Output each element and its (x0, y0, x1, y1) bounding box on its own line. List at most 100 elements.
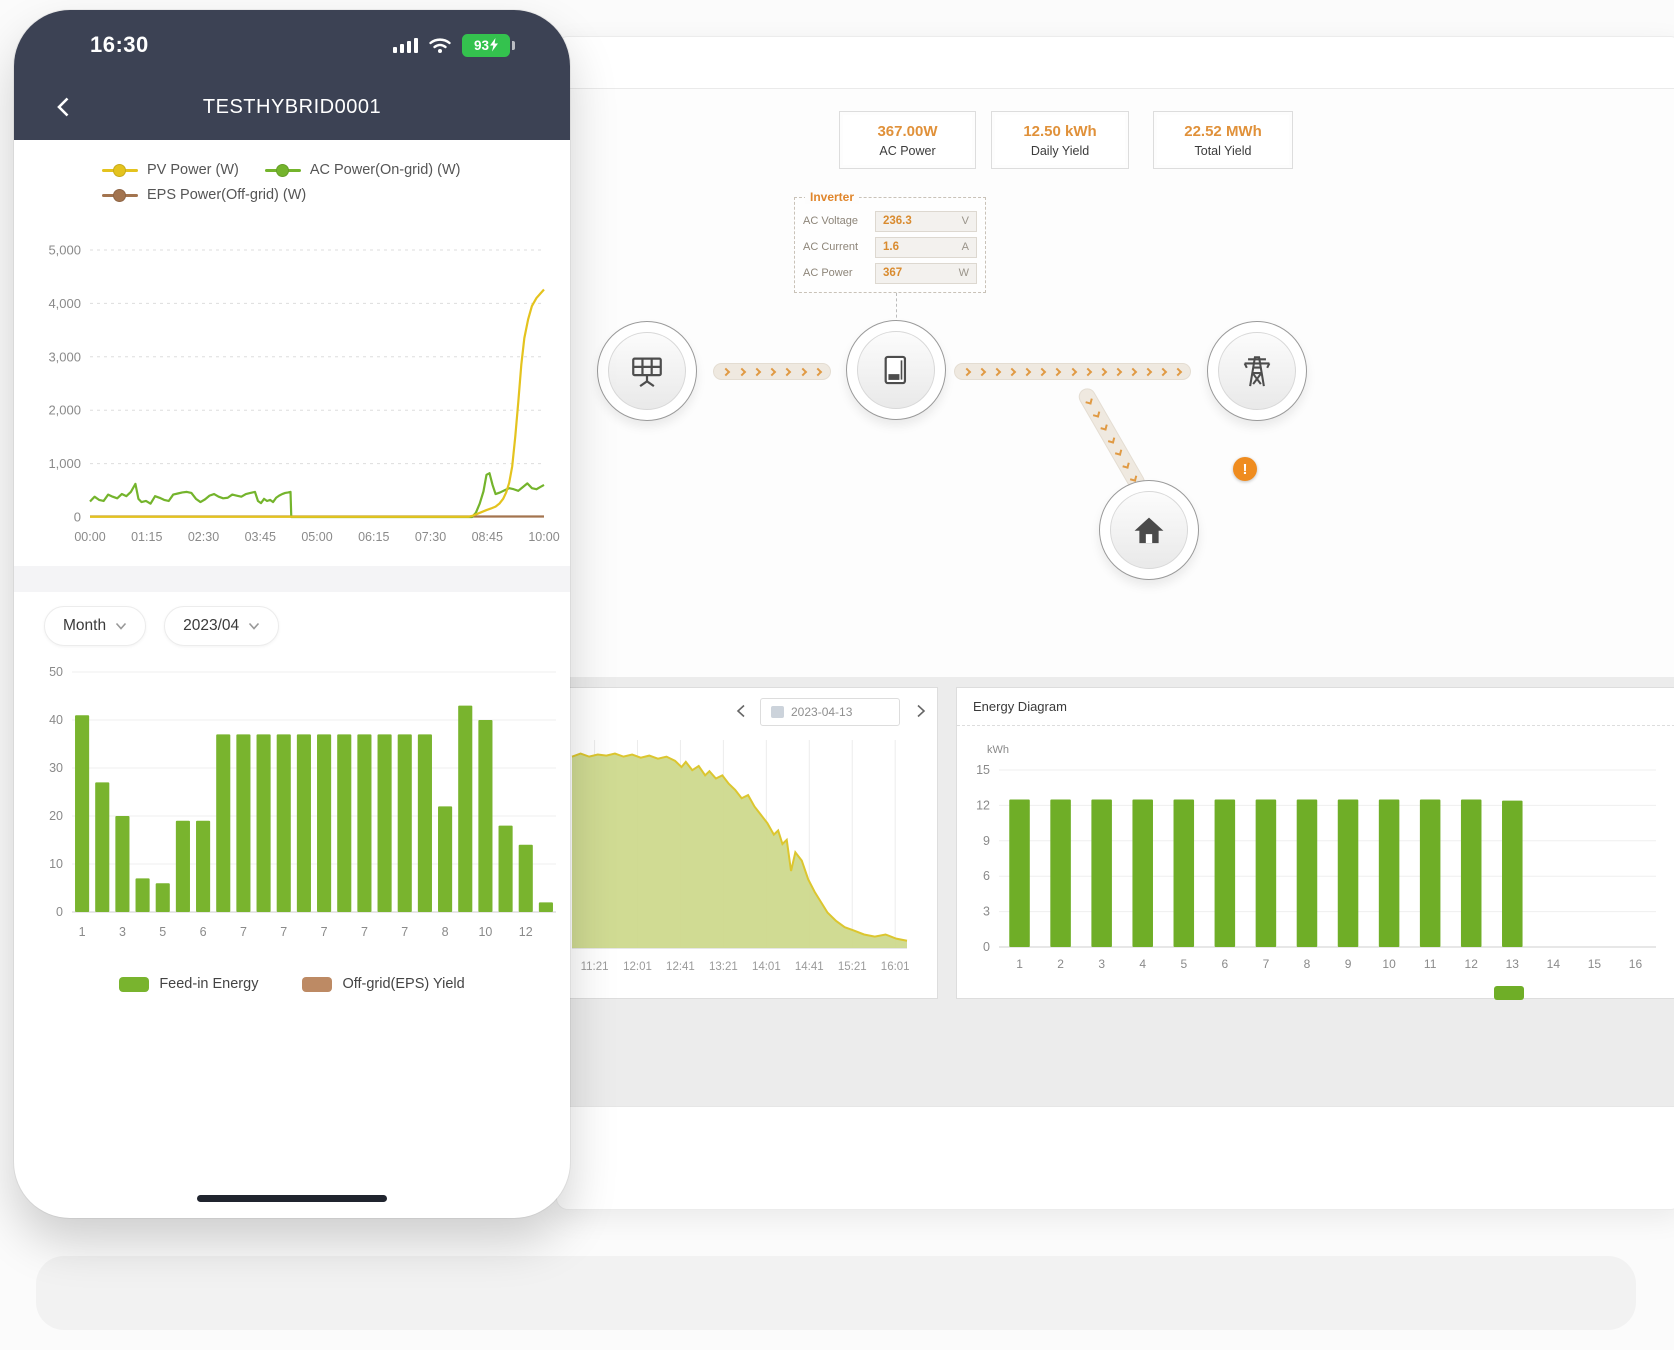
inverter-row-ac-voltage: AC Voltage 236.3 V (803, 208, 977, 234)
stat-daily-yield-value: 12.50 kWh (1023, 122, 1097, 140)
stat-total-yield: 22.52 MWh Total Yield (1153, 111, 1293, 169)
ac-power-unit: W (958, 267, 969, 279)
legend-item-eps-power[interactable]: EPS Power(Off-grid) (W) (102, 187, 306, 203)
svg-text:10:00: 10:00 (528, 530, 559, 544)
svg-text:12: 12 (976, 798, 990, 812)
svg-text:11: 11 (1424, 957, 1437, 971)
warning-icon[interactable]: ! (1233, 457, 1257, 481)
svg-text:1: 1 (79, 925, 86, 939)
svg-text:16:01: 16:01 (881, 961, 910, 973)
energy-diagram-panel: Energy Diagram kWh 0 3 6 9 12 15 1 2 3 4 5 6 7 8 9 10 11… (956, 687, 1674, 1000)
svg-text:4: 4 (1139, 957, 1146, 971)
chevron-down-icon (115, 622, 127, 630)
legend-item-feed-in[interactable]: Feed-in Energy (119, 976, 258, 992)
flow-node-inverter[interactable] (846, 320, 946, 420)
svg-text:01:15: 01:15 (131, 530, 162, 544)
svg-text:15: 15 (1588, 957, 1602, 971)
legend-label-feed-in: Feed-in Energy (159, 976, 259, 992)
svg-text:7: 7 (1263, 957, 1270, 971)
svg-text:10: 10 (478, 925, 492, 939)
svg-text:7: 7 (401, 925, 408, 939)
inverter-connector-line (896, 293, 897, 323)
svg-text:7: 7 (361, 925, 368, 939)
home-icon (1134, 517, 1164, 544)
stat-ac-power-value: 367.00W (877, 122, 938, 140)
svg-text:15:21: 15:21 (838, 961, 867, 973)
svg-text:0: 0 (74, 510, 81, 525)
date-picker[interactable]: 2023-04-13 (760, 698, 900, 726)
svg-text:1: 1 (1016, 957, 1023, 971)
legend-item-pv-power[interactable]: PV Power (W) (102, 162, 239, 178)
signal-icon (392, 37, 418, 53)
ac-power-valuebox: 367 W (875, 262, 977, 284)
legend-swatch-feed-in (119, 976, 150, 992)
svg-text:3: 3 (983, 905, 990, 919)
monthly-bar-chart: 0 10 20 30 40 50 1 3 5 6 7 7 7 7 7 8 10 12 (49, 665, 556, 939)
svg-text:7: 7 (280, 925, 287, 939)
period-dropdown[interactable]: Month (44, 606, 147, 646)
ac-current-unit: A (961, 241, 969, 253)
svg-text:6: 6 (983, 869, 990, 883)
energy-legend-swatch[interactable] (1494, 986, 1524, 1000)
legend-item-ac-power[interactable]: AC Power(On-grid) (W) (264, 162, 461, 178)
month-chart-legend: Feed-in Energy Off-grid(EPS) Yield (14, 976, 570, 992)
flow-node-solar[interactable] (597, 321, 697, 421)
status-time: 16:30 (90, 32, 149, 57)
legend-label-off-grid: Off-grid(EPS) Yield (342, 976, 465, 992)
svg-text:14: 14 (1547, 957, 1561, 971)
svg-text:9: 9 (983, 834, 990, 848)
svg-text:6: 6 (1222, 957, 1229, 971)
svg-text:9: 9 (1345, 957, 1352, 971)
grid-tower-icon (1243, 356, 1271, 387)
svg-text:02:30: 02:30 (188, 530, 219, 544)
svg-text:11:21: 11:21 (581, 961, 609, 973)
solar-panel-icon (632, 357, 662, 388)
back-icon[interactable] (48, 92, 78, 122)
svg-text:06:15: 06:15 (358, 530, 389, 544)
flow-node-inverter-inner (857, 331, 935, 409)
flow-node-home[interactable] (1099, 480, 1199, 580)
date-value: 2023-04-13 (791, 705, 853, 719)
home-indicator[interactable] (197, 1195, 387, 1202)
legend-label-ac: AC Power(On-grid) (W) (309, 162, 461, 178)
inverter-info-panel: Inverter AC Voltage 236.3 V AC Current 1… (794, 190, 986, 293)
svg-text:13: 13 (1506, 957, 1520, 971)
svg-text:12: 12 (1465, 957, 1479, 971)
legend-label-pv: PV Power (W) (147, 162, 239, 178)
month-dropdown-value: 2023/04 (183, 617, 240, 634)
month-dropdown[interactable]: 2023/04 (164, 606, 280, 646)
svg-text:14:01: 14:01 (752, 961, 781, 973)
ac-power-label: AC Power (803, 267, 853, 279)
svg-text:15: 15 (976, 763, 990, 777)
svg-text:4,000: 4,000 (48, 296, 81, 311)
page-title: TESTHYBRID0001 (202, 95, 382, 118)
legend-item-off-grid[interactable]: Off-grid(EPS) Yield (302, 976, 465, 992)
warning-glyph: ! (1242, 460, 1248, 478)
svg-text:16: 16 (1629, 957, 1643, 971)
svg-text:13:21: 13:21 (709, 961, 738, 973)
daily-chart-panel: 2023-04-13 11:21 12:01 12:41 13:21 14:01 14:4… (557, 687, 938, 999)
energy-panel-title: Energy Diagram (957, 688, 1674, 726)
svg-text:10: 10 (1382, 957, 1396, 971)
flow-node-grid-inner (1218, 332, 1296, 410)
inverter-icon (884, 355, 907, 385)
svg-text:03:45: 03:45 (245, 530, 276, 544)
power-line-chart: 0 1,000 2,000 3,000 4,000 5,000 00:00 01:15 02:3… (48, 243, 559, 545)
power-chart-legend: PV Power (W) AC Power(On-grid) (W) EPS P… (102, 162, 532, 203)
status-icons: 93 (392, 33, 515, 57)
svg-text:5,000: 5,000 (48, 243, 81, 258)
svg-text:0: 0 (983, 940, 990, 954)
flow-arrow-inverter-to-grid (954, 363, 1191, 380)
prev-day-icon[interactable] (730, 700, 752, 722)
svg-text:5: 5 (1180, 957, 1187, 971)
stat-total-yield-label: Total Yield (1194, 143, 1252, 158)
section-divider (14, 566, 570, 592)
phone-mockup: 16:30 93 (14, 10, 570, 1218)
svg-text:50: 50 (49, 665, 63, 679)
next-day-icon[interactable] (910, 700, 932, 722)
svg-text:3: 3 (119, 925, 126, 939)
flow-node-grid[interactable] (1207, 321, 1307, 421)
inverter-panel-title: Inverter (805, 190, 860, 204)
stat-ac-power: 367.00W AC Power (839, 111, 976, 169)
